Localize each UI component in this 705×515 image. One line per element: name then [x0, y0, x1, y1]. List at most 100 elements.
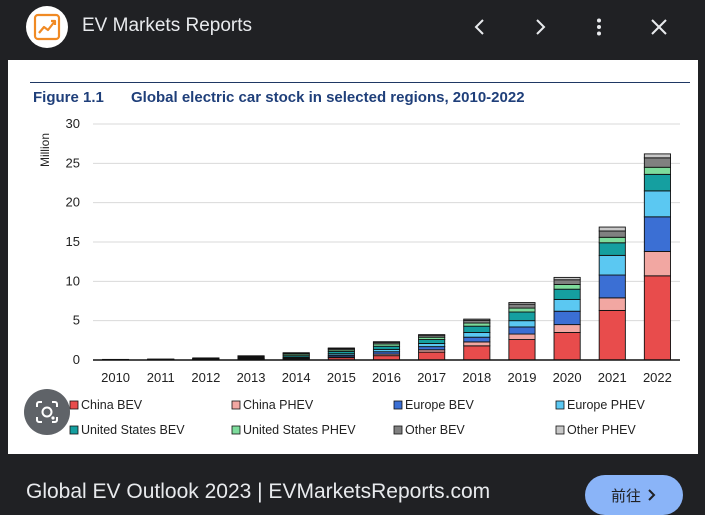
x-tick-label: 2019 — [508, 370, 537, 385]
figure-title: Global electric car stock in selected re… — [131, 89, 525, 106]
bar-segment — [643, 275, 671, 361]
bar-segment — [553, 276, 581, 281]
bar-segment — [508, 326, 536, 335]
bar-segment — [553, 279, 581, 285]
y-tick-label: 10 — [66, 273, 80, 288]
x-tick-label: 2021 — [598, 370, 627, 385]
bar-segment — [643, 157, 671, 168]
x-tick-label: 2012 — [191, 370, 220, 385]
legend-label: Europe BEV — [405, 398, 474, 412]
bar-segment — [508, 320, 536, 328]
legend-swatch — [555, 425, 565, 435]
bar-segment — [598, 309, 626, 361]
y-tick-label: 25 — [66, 155, 80, 170]
legend-swatch — [555, 400, 565, 410]
legend-swatch — [231, 425, 241, 435]
lens-button[interactable] — [24, 389, 70, 435]
x-tick-label: 2020 — [553, 370, 582, 385]
bar-segment — [508, 303, 536, 309]
bar-segment — [598, 226, 626, 232]
y-axis-label: Million — [38, 133, 52, 167]
bar-segment — [643, 216, 671, 252]
bar-segment — [553, 288, 581, 300]
source-title[interactable]: Global EV Outlook 2023 | EVMarketsReport… — [26, 480, 491, 503]
bar-segment — [598, 236, 626, 244]
legend-label: Other BEV — [405, 423, 465, 437]
legend-swatch — [69, 425, 79, 435]
legend-swatch — [69, 400, 79, 410]
legend-swatch — [393, 400, 403, 410]
bar-segment — [508, 339, 536, 361]
x-tick-label: 2016 — [372, 370, 401, 385]
bar-segment — [553, 324, 581, 333]
bar-segment — [372, 341, 401, 343]
bar-segment — [598, 274, 626, 299]
y-tick-label: 0 — [73, 352, 80, 367]
close-icon[interactable] — [644, 12, 674, 42]
bar-segment — [282, 352, 310, 354]
bar-segment — [553, 332, 581, 361]
bar-segment — [508, 311, 536, 322]
chart-logo-icon — [26, 6, 68, 48]
bar-segment — [418, 339, 446, 344]
title-rule — [30, 82, 690, 83]
chevron-left-icon[interactable] — [465, 12, 495, 42]
x-tick-label: 2022 — [643, 370, 672, 385]
bar-segment — [508, 307, 536, 313]
bar-segment — [598, 242, 626, 256]
bar-segment — [463, 336, 491, 343]
image-preview[interactable]: Figure 1.1 Global electric car stock in … — [8, 60, 698, 454]
legend-label: United States BEV — [81, 423, 185, 437]
legend-swatch — [231, 400, 241, 410]
bar-segment — [598, 230, 626, 238]
bar-segment — [553, 284, 581, 290]
visit-button-label: 前往 — [610, 487, 641, 505]
bar-segment — [508, 302, 536, 305]
chevron-right-small-icon — [648, 489, 656, 501]
bar-segment — [327, 347, 355, 350]
bar-segment — [643, 190, 671, 218]
bar-segment — [553, 310, 581, 326]
x-tick-label: 2010 — [101, 370, 130, 385]
bar-segment — [598, 297, 626, 311]
bar-segment — [643, 166, 671, 175]
legend-label: Europe PHEV — [567, 398, 645, 412]
legend-swatch — [393, 425, 403, 435]
bar-segment — [418, 351, 446, 361]
bar-segment — [643, 173, 671, 192]
x-tick-label: 2014 — [282, 370, 311, 385]
y-tick-label: 15 — [66, 234, 80, 249]
bar-segment — [418, 346, 446, 351]
legend-label: China PHEV — [243, 398, 314, 412]
bar-segment — [553, 298, 581, 312]
y-tick-label: 30 — [66, 116, 80, 131]
x-tick-label: 2015 — [327, 370, 356, 385]
visit-button[interactable]: 前往 — [585, 475, 683, 515]
bar-segment — [463, 345, 491, 361]
bar-segment — [508, 333, 536, 340]
legend-label: Other PHEV — [567, 423, 636, 437]
legend-label: China BEV — [81, 398, 143, 412]
stacked-bar-chart: 0 5 10 15 20 25 30 Million 2010 2011 2012 2013 2014 2… — [38, 116, 680, 437]
bar-segment — [463, 322, 491, 327]
bar-segment — [643, 250, 671, 277]
bar-segment — [237, 355, 265, 357]
legend-label: United States PHEV — [243, 423, 356, 437]
app-title: EV Markets Reports — [82, 15, 252, 36]
bar-segment — [192, 357, 220, 359]
bar-segment — [372, 345, 401, 350]
more-vert-icon[interactable] — [584, 12, 614, 42]
y-tick-label: 20 — [66, 195, 80, 210]
y-tick-label: 5 — [73, 313, 80, 328]
lens-icon — [36, 401, 58, 423]
chevron-right-icon[interactable] — [525, 12, 555, 42]
x-tick-label: 2013 — [237, 370, 266, 385]
bar-segment — [463, 332, 491, 338]
x-tick-label: 2018 — [462, 370, 491, 385]
figure-label: Figure 1.1 — [33, 89, 104, 106]
bar-segment — [643, 153, 671, 159]
bar-segment — [463, 341, 491, 347]
bar-segment — [418, 334, 446, 336]
x-tick-label: 2011 — [147, 370, 175, 385]
top-bar: EV Markets Reports — [0, 0, 705, 58]
